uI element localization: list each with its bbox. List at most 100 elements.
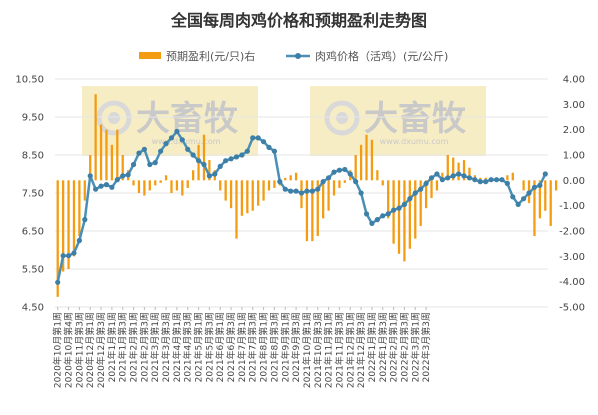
profit-bar xyxy=(116,129,119,181)
price-point xyxy=(103,182,110,188)
left-tick-label: 8.50 xyxy=(22,151,44,162)
price-point xyxy=(174,128,180,135)
x-tick-label: 2021年10月第1周 xyxy=(301,312,313,388)
x-tick-label: 2021年6月第1周 xyxy=(214,312,226,382)
right-tick-label: 1.00 xyxy=(563,151,585,162)
price-point xyxy=(428,175,435,181)
left-tick-label: 7.50 xyxy=(22,189,44,200)
watermark-text: 大畜牧 xyxy=(364,99,467,139)
legend-marker-price xyxy=(295,53,301,59)
profit-bar xyxy=(94,94,97,181)
profit-bar xyxy=(154,180,157,186)
price-point xyxy=(130,161,137,168)
price-point xyxy=(114,177,120,183)
price-point xyxy=(190,152,196,158)
right-tick-label: 3.00 xyxy=(563,100,585,111)
profit-bar xyxy=(137,180,141,193)
x-tick-label: 2021年4月第1周 xyxy=(171,312,183,382)
profit-bar xyxy=(522,180,525,191)
price-point xyxy=(353,179,359,185)
right-tick-label: 4.00 xyxy=(563,75,585,86)
profit-bar xyxy=(387,180,390,219)
logo-circle-icon xyxy=(324,100,360,136)
profit-bar xyxy=(332,180,336,196)
profit-bar xyxy=(164,175,168,181)
price-point xyxy=(336,167,343,173)
left-tick-label: 5.50 xyxy=(22,265,44,276)
x-tick-label: 2021年8月第1周 xyxy=(258,312,270,382)
price-point xyxy=(483,179,489,185)
x-tick-label: 2021年8月第3周 xyxy=(268,312,280,382)
price-point xyxy=(423,180,429,187)
price-point xyxy=(152,160,158,166)
price-point xyxy=(320,179,326,185)
left-axis: 4.50 5.50 6.50 7.50 8.50 9.50 10.50 xyxy=(15,75,44,314)
price-point xyxy=(418,186,424,192)
price-point xyxy=(515,201,521,207)
right-tick-label: 2.00 xyxy=(563,125,585,136)
profit-bar xyxy=(143,180,146,196)
x-tick-label: 2021年5月第1周 xyxy=(193,312,205,382)
price-point xyxy=(477,179,483,185)
price-point xyxy=(82,217,88,223)
x-tick-label: 2022年1月第1周 xyxy=(366,312,378,382)
profit-bar xyxy=(267,180,271,191)
price-point xyxy=(233,154,240,160)
profit-bar xyxy=(305,180,309,242)
x-tick-label: 2022年2月第1周 xyxy=(388,312,400,382)
profit-bar xyxy=(538,180,542,219)
chart-title: 全国每周肉鸡价格和预期盈利走势图 xyxy=(170,11,427,30)
profit-bar xyxy=(381,180,384,186)
profit-bar xyxy=(397,180,401,254)
profit-bar xyxy=(414,180,417,239)
profit-bar xyxy=(192,170,195,181)
price-point xyxy=(466,175,473,181)
profit-bar xyxy=(246,180,249,214)
price-point xyxy=(223,158,229,164)
legend-label-profit: 预期盈利(元/只)右 xyxy=(166,49,255,63)
price-point xyxy=(315,186,321,192)
price-point xyxy=(185,146,191,152)
price-point xyxy=(60,253,66,259)
profit-bar xyxy=(549,180,552,226)
price-point xyxy=(168,135,175,141)
x-tick-label: 2022年3月第1周 xyxy=(409,312,421,382)
profit-bar xyxy=(224,180,227,201)
price-point xyxy=(87,173,93,179)
x-tick-label: 2020年10月第1周 xyxy=(52,312,64,388)
x-tick-label: 2022年1月第3周 xyxy=(377,312,389,382)
profit-bar xyxy=(544,180,547,211)
profit-bar xyxy=(452,157,455,181)
profit-bar xyxy=(376,170,379,181)
right-tick-label: -5.00 xyxy=(559,303,585,314)
profit-bar xyxy=(56,180,59,297)
profit-bar xyxy=(262,180,265,201)
price-point xyxy=(98,183,104,189)
right-tick-label: -3.00 xyxy=(559,252,585,263)
x-tick-label: 2021年4月第3周 xyxy=(182,312,194,382)
price-point xyxy=(163,141,169,147)
profit-bar xyxy=(327,180,330,211)
price-point xyxy=(120,173,126,179)
price-point xyxy=(55,279,61,285)
left-tick-label: 10.50 xyxy=(15,75,44,86)
price-point xyxy=(358,190,364,196)
right-tick-label: -4.00 xyxy=(559,277,585,288)
profit-bar xyxy=(419,180,422,226)
price-point xyxy=(309,188,315,194)
x-tick-label: 2021年2月第1周 xyxy=(128,312,140,382)
price-point xyxy=(136,150,142,156)
price-point xyxy=(493,177,500,183)
price-point xyxy=(331,169,337,175)
left-tick-label: 4.50 xyxy=(22,303,44,314)
x-tick-label: 2021年1月第1周 xyxy=(106,312,118,382)
price-point xyxy=(298,190,305,196)
profit-bar xyxy=(83,180,86,201)
price-point xyxy=(76,237,82,244)
price-point xyxy=(521,196,527,202)
price-point xyxy=(363,211,370,217)
price-point xyxy=(499,177,505,183)
price-point xyxy=(396,205,402,211)
profit-bar xyxy=(311,180,314,242)
